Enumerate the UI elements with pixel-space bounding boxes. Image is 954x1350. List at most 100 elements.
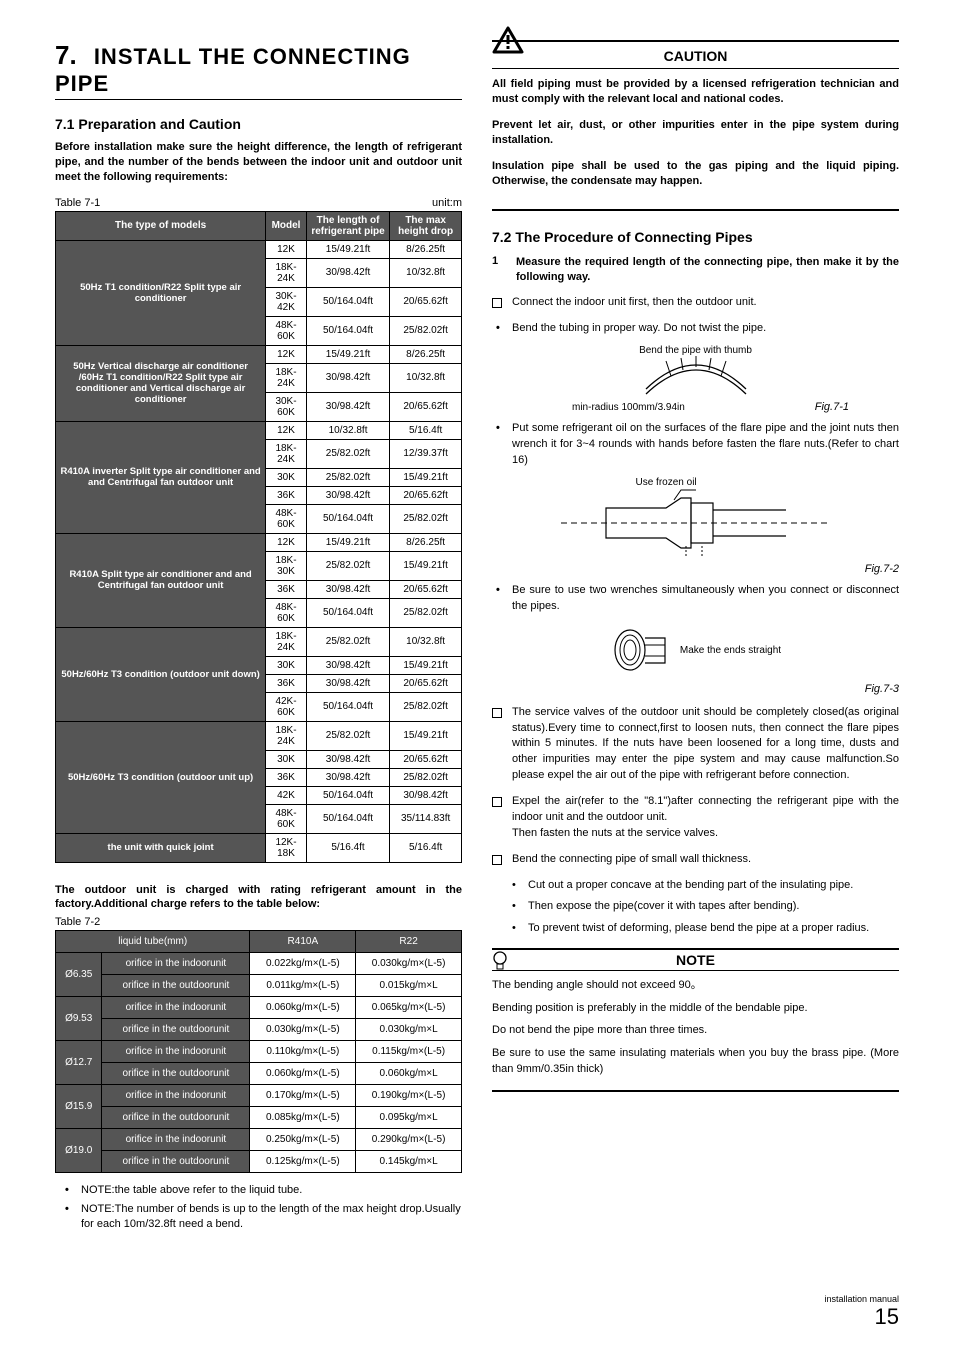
model-type-cell: R410A Split type air conditioner and and… <box>56 533 266 627</box>
table-cell: 12K <box>266 421 307 439</box>
square-item: The service valves of the outdoor unit s… <box>492 705 899 785</box>
table-row: R410A inverter Split type air conditione… <box>56 421 462 439</box>
table-cell: 20/65.62ft <box>390 392 462 421</box>
left-column: 7. INSTALL THE CONNECTING PIPE 7.1 Prepa… <box>55 40 462 1236</box>
tube-diameter-cell: Ø15.9 <box>56 1085 102 1129</box>
step-1-text: Measure the required length of the conne… <box>516 255 899 285</box>
orifice-label-cell: orifice in the indoorunit <box>102 953 250 975</box>
square-bullet-list-2: The service valves of the outdoor unit s… <box>492 705 899 868</box>
orifice-label-cell: orifice in the outdoorunit <box>102 975 250 997</box>
note378-paragraph: Be sure to use the same insulating mater… <box>492 1045 899 1078</box>
sub-dot-list: Cut out a proper concave at the bending … <box>512 878 899 936</box>
table-cell: 15/49.21ft <box>306 533 389 551</box>
tube-diameter-cell: Ø12.7 <box>56 1041 102 1085</box>
table-cell: 18K-24K <box>266 439 307 468</box>
model-type-cell: 50Hz T1 condition/R22 Split type air con… <box>56 240 266 345</box>
note-title: NOTE <box>676 952 715 968</box>
dot-list-bend: Bend the tubing in proper way. Do not tw… <box>492 321 899 337</box>
section-heading: 7. INSTALL THE CONNECTING PIPE <box>55 40 462 100</box>
table-header-cell: R410A <box>250 931 356 953</box>
subsection-7-2-title: 7.2 The Procedure of Connecting Pipes <box>492 229 899 245</box>
table-cell: 5/16.4ft <box>390 421 462 439</box>
table-cell: 5/16.4ft <box>306 833 389 862</box>
orifice-label-cell: orifice in the indoorunit <box>102 1085 250 1107</box>
table-row: 50Hz T1 condition/R22 Split type air con… <box>56 240 462 258</box>
model-type-cell: 50Hz/60Hz T3 condition (outdoor unit dow… <box>56 627 266 721</box>
table-row: Ø15.9orifice in the indoorunit0.170kg/m×… <box>56 1085 462 1107</box>
warning-icon <box>492 26 524 54</box>
figure-7-1: Bend the pipe with thumb min-radius 100m… <box>492 345 899 413</box>
table-cell: 30K <box>266 750 307 768</box>
table-cell: 50/164.04ft <box>306 316 389 345</box>
table-cell: 8/26.25ft <box>390 533 462 551</box>
oil-item: Put some refrigerant oil on the surfaces… <box>492 421 899 469</box>
table-cell: 25/82.02ft <box>306 721 389 750</box>
table-cell: 30/98.42ft <box>306 656 389 674</box>
table-cell: 0.030kg/m×(L-5) <box>356 953 462 975</box>
table-cell: 25/82.02ft <box>390 316 462 345</box>
caution-title: CAUTION <box>664 48 728 64</box>
table-cell: 30/98.42ft <box>306 674 389 692</box>
table-row: orifice in the outdoorunit0.125kg/m×(L-5… <box>56 1151 462 1173</box>
table-cell: 30/98.42ft <box>306 580 389 598</box>
table-cell: 12K <box>266 345 307 363</box>
table-cell: 30/98.42ft <box>306 363 389 392</box>
table-cell: 36K <box>266 486 307 504</box>
table-row: 50Hz/60Hz T3 condition (outdoor unit up)… <box>56 721 462 750</box>
table-header-cell: The max height drop <box>390 211 462 240</box>
figure-7-3: Make the ends straight Fig.7-3 <box>492 623 899 695</box>
note-item: NOTE:The number of bends is up to the le… <box>65 1202 462 1232</box>
orifice-label-cell: orifice in the indoorunit <box>102 1041 250 1063</box>
fig-7-3-label: Make the ends straight <box>680 645 781 656</box>
lightbulb-icon <box>492 950 508 972</box>
table-cell: 0.110kg/m×(L-5) <box>250 1041 356 1063</box>
table-cell: 12K <box>266 533 307 551</box>
table-cell: 15/49.21ft <box>390 468 462 486</box>
table-cell: 25/82.02ft <box>306 551 389 580</box>
orifice-label-cell: orifice in the outdoorunit <box>102 1063 250 1085</box>
table-cell: 42K-60K <box>266 692 307 721</box>
footer-label: installation manual <box>824 1294 899 1304</box>
table-cell: 15/49.21ft <box>390 551 462 580</box>
tube-diameter-cell: Ø6.35 <box>56 953 102 997</box>
table-cell: 25/82.02ft <box>390 768 462 786</box>
table-cell: 0.250kg/m×(L-5) <box>250 1129 356 1151</box>
flare-joint-illustration-icon <box>556 488 836 558</box>
table-cell: 15/49.21ft <box>306 345 389 363</box>
table-row: the unit with quick joint12K-18K5/16.4ft… <box>56 833 462 862</box>
caution-heading: CAUTION <box>492 48 899 69</box>
table-cell: 10/32.8ft <box>390 258 462 287</box>
table-cell: 50/164.04ft <box>306 692 389 721</box>
table-cell: 0.060kg/m×L <box>356 1063 462 1085</box>
table-row: Ø12.7orifice in the indoorunit0.110kg/m×… <box>56 1041 462 1063</box>
table-cell: 0.015kg/m×L <box>356 975 462 997</box>
table-cell: 0.030kg/m×(L-5) <box>250 1019 356 1041</box>
table-cell: 50/164.04ft <box>306 786 389 804</box>
table-cell: 25/82.02ft <box>306 439 389 468</box>
between-tables-text: The outdoor unit is charged with rating … <box>55 883 462 913</box>
fig-7-3-caption: Fig.7-3 <box>492 683 899 695</box>
caution-paragraph: All field piping must be provided by a l… <box>492 77 899 108</box>
table-cell: 0.170kg/m×(L-5) <box>250 1085 356 1107</box>
table-cell: 12K <box>266 240 307 258</box>
table-cell: 50/164.04ft <box>306 287 389 316</box>
table-7-1-unit: unit:m <box>432 197 462 209</box>
table-cell: 10/32.8ft <box>390 627 462 656</box>
table-cell: 18K-24K <box>266 721 307 750</box>
table-cell: 20/65.62ft <box>390 674 462 692</box>
table-7-1-header-row: The type of modelsModelThe length of ref… <box>56 211 462 240</box>
table-cell: 25/82.02ft <box>306 468 389 486</box>
table-cell: 10/32.8ft <box>390 363 462 392</box>
table-cell: 15/49.21ft <box>306 240 389 258</box>
sub-dot-item: Then expose the pipe(cover it with tapes… <box>512 899 899 914</box>
table-7-2-name: Table 7-2 <box>55 916 100 928</box>
table-row: orifice in the outdoorunit0.060kg/m×(L-5… <box>56 1063 462 1085</box>
dot-list-oil: Put some refrigerant oil on the surfaces… <box>492 421 899 469</box>
table-cell: 25/82.02ft <box>390 598 462 627</box>
table-cell: 30/98.42ft <box>306 258 389 287</box>
table-row: orifice in the outdoorunit0.085kg/m×(L-5… <box>56 1107 462 1129</box>
table-cell: 30K-60K <box>266 392 307 421</box>
fig-7-2-label: Use frozen oil <box>636 477 836 488</box>
table-row: 50Hz Vertical discharge air conditioner … <box>56 345 462 363</box>
sub-dot-item: To prevent twist of deforming, please be… <box>512 921 899 936</box>
